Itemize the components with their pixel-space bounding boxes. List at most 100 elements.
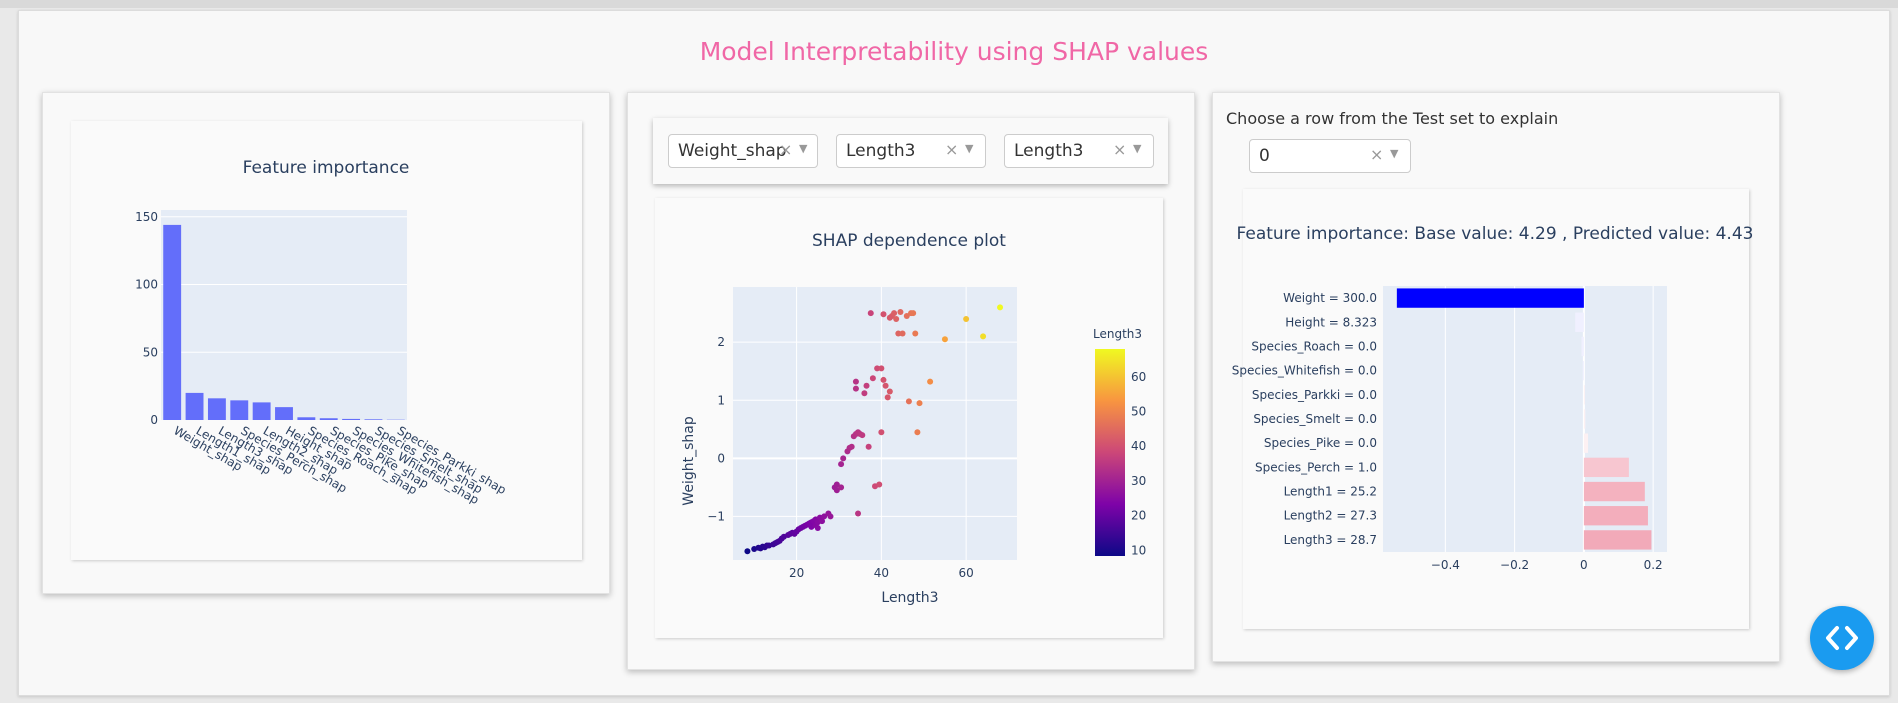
bar[interactable] bbox=[275, 407, 293, 420]
scatter-point[interactable] bbox=[905, 398, 912, 405]
bar[interactable] bbox=[342, 418, 361, 420]
scatter-point[interactable] bbox=[903, 313, 910, 320]
scatter-point[interactable] bbox=[893, 315, 900, 322]
bar[interactable] bbox=[1583, 457, 1629, 478]
bar[interactable] bbox=[230, 400, 249, 420]
bar[interactable] bbox=[1583, 506, 1648, 526]
bar[interactable] bbox=[207, 398, 226, 420]
scatter-point[interactable] bbox=[859, 432, 866, 439]
scatter-point[interactable] bbox=[865, 443, 872, 450]
shap-dependence-chart[interactable]: SHAP dependence plot Length3 Weight_shap… bbox=[655, 198, 1163, 638]
scatter-point[interactable] bbox=[880, 376, 887, 383]
dependence-plot-area: SHAP dependence plot Length3 Weight_shap… bbox=[655, 198, 1163, 638]
bar[interactable] bbox=[1583, 409, 1586, 429]
scatter-point[interactable] bbox=[897, 308, 904, 315]
window-top-strip bbox=[0, 0, 1898, 8]
scatter-point[interactable] bbox=[916, 400, 923, 407]
scatter-point[interactable] bbox=[848, 443, 855, 450]
dropdown-value: Length3 bbox=[846, 141, 916, 161]
scatter-point[interactable] bbox=[895, 330, 902, 337]
scatter-point[interactable] bbox=[874, 365, 881, 372]
scatter-point[interactable] bbox=[852, 385, 859, 392]
y-tick-label: Species_Pike = 0.0 bbox=[1264, 436, 1377, 450]
bar[interactable] bbox=[364, 419, 383, 420]
scatter-point[interactable] bbox=[840, 455, 847, 462]
chevron-down-icon[interactable]: ▼ bbox=[1390, 147, 1399, 160]
clear-icon[interactable]: × bbox=[779, 140, 793, 159]
dependence-color-dropdown[interactable]: Length3 × ▼ bbox=[1004, 134, 1154, 168]
scatter-point[interactable] bbox=[855, 510, 862, 517]
bar[interactable] bbox=[163, 224, 182, 420]
code-toggle-button[interactable] bbox=[1810, 606, 1874, 670]
scatter-point[interactable] bbox=[927, 378, 934, 385]
scatter-point[interactable] bbox=[941, 336, 948, 343]
bar[interactable] bbox=[1575, 312, 1584, 332]
chevron-down-icon[interactable]: ▼ bbox=[1133, 142, 1142, 155]
feature-importance-chart[interactable]: Feature importance 050100150Weight_shapL… bbox=[71, 121, 582, 560]
y-tick-label: Length2 = 27.3 bbox=[1284, 509, 1377, 523]
scatter-point[interactable] bbox=[878, 365, 885, 372]
bar[interactable] bbox=[1583, 385, 1585, 405]
scatter-point[interactable] bbox=[912, 330, 919, 337]
scatter-point[interactable] bbox=[884, 394, 891, 401]
scatter-point[interactable] bbox=[833, 481, 840, 488]
scatter-point[interactable] bbox=[833, 487, 840, 494]
bar[interactable] bbox=[1583, 530, 1652, 550]
plot-background bbox=[161, 210, 407, 420]
scatter-point[interactable] bbox=[867, 310, 874, 317]
scatter-point[interactable] bbox=[852, 378, 859, 385]
clear-icon[interactable]: × bbox=[945, 140, 959, 159]
row-select-dropdown[interactable]: 0 × ▼ bbox=[1249, 139, 1411, 173]
bar[interactable] bbox=[1581, 336, 1584, 357]
scatter-point[interactable] bbox=[821, 513, 828, 520]
bar[interactable] bbox=[1583, 433, 1589, 453]
scatter-point[interactable] bbox=[876, 481, 883, 488]
scatter-point[interactable] bbox=[863, 382, 870, 389]
row-feature-importance-chart[interactable]: Feature importance: Base value: 4.29 , P… bbox=[1232, 189, 1754, 629]
clear-icon[interactable]: × bbox=[1113, 140, 1127, 159]
bar[interactable] bbox=[185, 392, 204, 420]
explain-row-card: Choose a row from the Test set to explai… bbox=[1212, 92, 1780, 662]
scatter-point[interactable] bbox=[880, 311, 887, 318]
scatter-point[interactable] bbox=[963, 315, 970, 322]
bar[interactable] bbox=[1582, 360, 1584, 381]
scatter-point[interactable] bbox=[869, 375, 876, 382]
scatter-point[interactable] bbox=[814, 525, 821, 532]
dropdown-value: Weight_shap bbox=[678, 141, 787, 161]
scatter-point[interactable] bbox=[878, 429, 885, 436]
colorbar-title: Length3 bbox=[1093, 327, 1142, 341]
bar[interactable] bbox=[1583, 481, 1645, 502]
scatter-point[interactable] bbox=[910, 310, 917, 317]
scatter-point[interactable] bbox=[980, 333, 987, 340]
x-tick-label: 60 bbox=[958, 566, 973, 580]
bar[interactable] bbox=[1396, 288, 1584, 308]
scatter-point[interactable] bbox=[827, 513, 834, 520]
bar[interactable] bbox=[252, 402, 271, 420]
row-select-label: Choose a row from the Test set to explai… bbox=[1226, 109, 1559, 128]
y-tick-label: Height = 8.323 bbox=[1285, 315, 1377, 329]
bar[interactable] bbox=[297, 417, 316, 420]
x-tick-label: −0.2 bbox=[1500, 558, 1529, 572]
scatter-point[interactable] bbox=[838, 484, 845, 491]
chevron-down-icon[interactable]: ▼ bbox=[799, 142, 808, 155]
scatter-point[interactable] bbox=[886, 314, 893, 321]
scatter-point[interactable] bbox=[819, 518, 826, 525]
explain-plot-area: Feature importance: Base value: 4.29 , P… bbox=[1232, 189, 1754, 629]
scatter-point[interactable] bbox=[886, 388, 893, 395]
clear-icon[interactable]: × bbox=[1370, 145, 1384, 164]
dependence-feature-dropdown[interactable]: Weight_shap × ▼ bbox=[668, 134, 818, 168]
y-tick-label: Species_Perch = 1.0 bbox=[1255, 460, 1377, 474]
chevron-down-icon[interactable]: ▼ bbox=[965, 142, 974, 155]
scatter-point[interactable] bbox=[882, 382, 889, 389]
scatter-point[interactable] bbox=[861, 390, 868, 397]
scatter-point[interactable] bbox=[838, 461, 845, 468]
scatter-point[interactable] bbox=[997, 304, 1004, 311]
colorbar-tick-label: 10 bbox=[1131, 543, 1146, 557]
scatter-point[interactable] bbox=[914, 429, 921, 436]
scatter-point[interactable] bbox=[744, 548, 751, 555]
dependence-x-dropdown[interactable]: Length3 × ▼ bbox=[836, 134, 986, 168]
bar[interactable] bbox=[319, 418, 338, 420]
scatter-point[interactable] bbox=[899, 330, 906, 337]
scatter-point[interactable] bbox=[891, 310, 898, 317]
y-tick-label: Species_Parkki = 0.0 bbox=[1252, 388, 1377, 402]
